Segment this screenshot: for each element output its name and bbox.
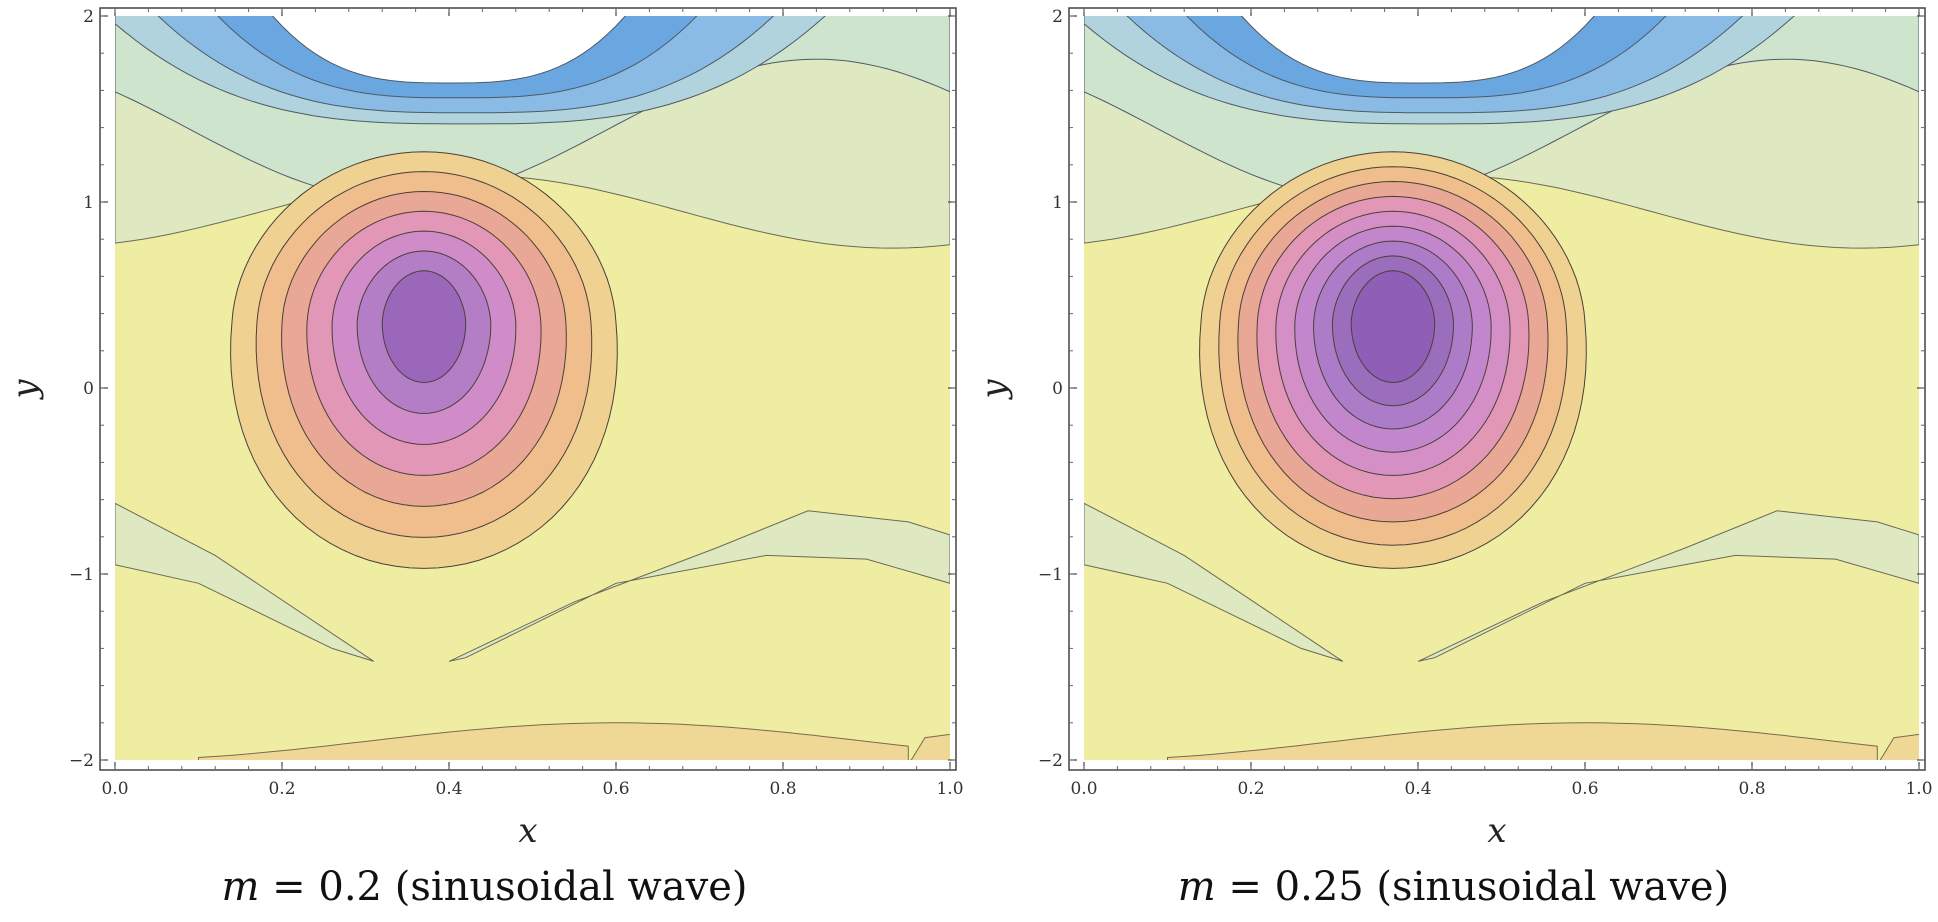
y-tick-label: 1 bbox=[83, 193, 94, 213]
contour-ring bbox=[1350, 270, 1436, 383]
contour-plot-m-0-25: 0.0 0.2 0.4 0.6 0.8 1.0 2 1 0 −1 −2 x y bbox=[974, 7, 1933, 851]
x-tick-label: 0.2 bbox=[1237, 779, 1264, 799]
axis-ticks bbox=[1069, 8, 1925, 770]
contour-plot-m-0-2: 0.0 0.2 0.4 0.6 0.8 1.0 2 1 0 −1 −2 x y bbox=[5, 7, 964, 851]
x-tick-label: 0.8 bbox=[769, 779, 796, 799]
x-axis-title: x bbox=[518, 811, 537, 851]
y-tick-label: 2 bbox=[83, 7, 94, 27]
x-tick-label: 0.0 bbox=[101, 779, 128, 799]
x-tick-label: 0.4 bbox=[435, 779, 462, 799]
chart-panel-m-0-2: 0.0 0.2 0.4 0.6 0.8 1.0 2 1 0 −1 −2 x y m = 0.2 (sin… bbox=[5, 7, 964, 910]
x-tick-label: 1.0 bbox=[936, 779, 963, 799]
x-tick-label: 1.0 bbox=[1905, 779, 1932, 799]
chart-caption: m = 0.2 (sinusoidal wave) bbox=[221, 864, 748, 910]
bottom-contour-region bbox=[198, 722, 909, 760]
chart-panel-m-0-25: 0.0 0.2 0.4 0.6 0.8 1.0 2 1 0 −1 −2 x y m = 0.25 (si… bbox=[969, 0, 1938, 922]
contour-ring bbox=[381, 270, 467, 383]
chart-caption: m = 0.25 (sinusoidal wave) bbox=[1177, 864, 1730, 910]
lower-right-band bbox=[1417, 510, 1919, 662]
bottom-contour-region bbox=[1167, 722, 1878, 760]
y-tick-label: −1 bbox=[1038, 565, 1063, 585]
lower-left-band bbox=[1084, 502, 1344, 662]
y-tick-label: 0 bbox=[1052, 379, 1063, 399]
y-tick-label: −2 bbox=[69, 751, 94, 771]
upper-empty-region bbox=[272, 16, 626, 84]
bottom-corner-region bbox=[910, 733, 950, 760]
lower-left-band bbox=[115, 502, 375, 662]
x-tick-label: 0.6 bbox=[602, 779, 629, 799]
y-axis-title: y bbox=[974, 379, 1014, 401]
x-tick-label: 0.4 bbox=[1404, 779, 1431, 799]
upper-empty-region bbox=[1241, 16, 1595, 84]
y-tick-label: 2 bbox=[1052, 7, 1063, 27]
axis-ticks bbox=[100, 8, 956, 770]
y-tick-label: −2 bbox=[1038, 751, 1063, 771]
y-axis-title: y bbox=[5, 379, 45, 401]
y-tick-label: −1 bbox=[69, 565, 94, 585]
bottom-corner-region bbox=[1879, 733, 1919, 760]
y-tick-label: 0 bbox=[83, 379, 94, 399]
x-tick-label: 0.6 bbox=[1571, 779, 1598, 799]
x-tick-label: 0.2 bbox=[268, 779, 295, 799]
x-axis-title: x bbox=[1487, 811, 1506, 851]
y-tick-label: 1 bbox=[1052, 193, 1063, 213]
x-tick-label: 0.8 bbox=[1738, 779, 1765, 799]
x-tick-label: 0.0 bbox=[1070, 779, 1097, 799]
lower-right-band bbox=[448, 510, 950, 662]
